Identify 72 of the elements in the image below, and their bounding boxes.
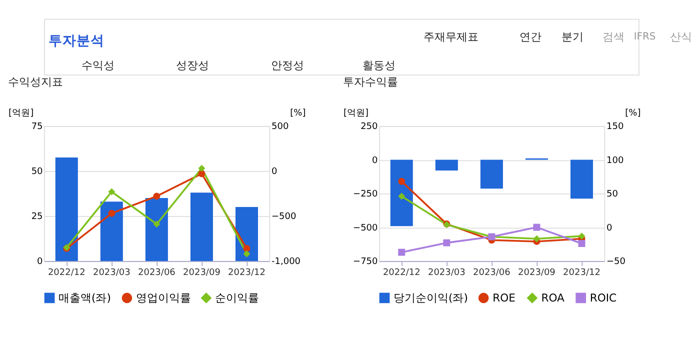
x-tick-label: 2023/12	[563, 268, 600, 278]
point	[198, 164, 206, 172]
y2-tick-label: 100	[606, 156, 624, 166]
bar	[145, 198, 168, 262]
text: 연간	[519, 30, 542, 44]
text: 분기	[562, 30, 584, 44]
x-tick-label: 2022/12	[48, 268, 86, 278]
legend-label: ROA	[541, 292, 566, 305]
y2-tick-label: 500	[272, 122, 289, 132]
x-tick-label: 2023/06	[138, 268, 176, 278]
legend-label: ROE	[492, 292, 516, 305]
text: 검색	[602, 30, 624, 44]
text: 산식	[670, 30, 692, 44]
legend-label: 당기순이익(좌)	[394, 292, 468, 305]
legend-label: 매출액(좌)	[58, 292, 111, 305]
x-tick-label: 2023/06	[472, 268, 511, 278]
point	[243, 250, 250, 258]
point	[153, 220, 160, 228]
point	[108, 188, 116, 196]
y-tick-label: 25	[31, 212, 43, 222]
text: 안정성	[270, 59, 304, 72]
text: 활동성	[362, 59, 396, 72]
point	[398, 192, 406, 200]
y-tick-label: 0	[372, 156, 378, 166]
x-tick-label: 2022/12	[382, 268, 420, 278]
chart-title: 수익성지표	[8, 75, 64, 88]
point	[578, 232, 586, 240]
point	[533, 235, 540, 242]
y-axis-title: [억원]	[344, 108, 369, 119]
text: 투자분석	[48, 32, 105, 49]
point	[443, 239, 450, 246]
text: 성장성	[176, 59, 210, 72]
point	[533, 224, 540, 231]
y-tick-label: 50	[31, 167, 44, 178]
text: 수익성	[82, 59, 115, 72]
x-tick-label: 2023/03	[92, 268, 130, 278]
point	[243, 244, 250, 252]
y-tick-label: 75	[31, 122, 43, 132]
legend-label: 영업이익률	[136, 292, 191, 305]
y2-tick-label: −500	[272, 212, 296, 222]
y2-tick-label: 50	[606, 190, 618, 200]
legend-label: 순이익률	[215, 292, 260, 305]
y2-tick-label: -1,000	[272, 257, 301, 268]
point	[398, 248, 406, 256]
point	[578, 240, 586, 247]
text: 주재무제표	[424, 30, 479, 44]
x-tick-label: 2023/09	[183, 268, 221, 278]
x-tick-label: 2023/09	[518, 268, 556, 278]
y-tick-label: 0	[37, 257, 44, 268]
x-tick-label: 2023/03	[428, 268, 466, 278]
y2-tick-label: 0	[606, 223, 612, 234]
point	[153, 192, 160, 200]
y-axis-title: [억원]	[8, 108, 34, 119]
point	[108, 210, 116, 217]
y2-axis-title: [%]	[290, 108, 306, 119]
y-tick-label: −500	[353, 223, 378, 234]
y2-tick-label: −50	[606, 257, 626, 268]
chart-title: 투자수익률	[343, 75, 398, 88]
x-tick-label: 2023/12	[228, 268, 266, 278]
bar	[55, 157, 78, 262]
y-tick-label: 250	[360, 122, 378, 132]
y-tick-label: −750	[353, 257, 378, 268]
y2-tick-label: 150	[606, 122, 624, 132]
text: IFRS	[634, 32, 656, 43]
bar	[100, 202, 123, 262]
bar	[190, 192, 213, 262]
point	[398, 178, 406, 185]
y2-tick-label: 0	[272, 167, 278, 178]
y2-axis-title: [%]	[625, 108, 641, 119]
legend-label: ROIC	[590, 292, 617, 305]
point	[198, 170, 206, 178]
y-tick-label: −250	[353, 190, 378, 200]
